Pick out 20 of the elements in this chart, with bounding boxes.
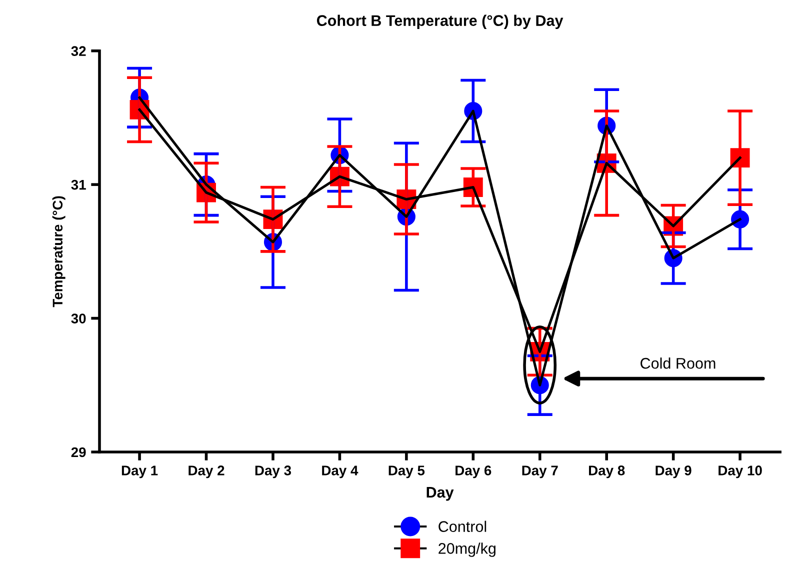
y-tick-label: 29 xyxy=(71,447,86,458)
x-tick-label: Day 5 xyxy=(388,466,425,478)
x-tick-label: Day 6 xyxy=(456,466,492,478)
y-tick-label: 31 xyxy=(71,180,86,190)
x-axis-title: Day xyxy=(426,487,454,501)
legend-label: 20mg/kg xyxy=(438,542,496,557)
x-tick-label: Day 10 xyxy=(718,466,762,478)
legend-label: Control xyxy=(438,520,486,532)
annotation: Cold Room xyxy=(640,358,716,369)
chart-title: Cohort B Temperature (°C) by Day xyxy=(316,14,564,30)
y-tick-label: 32 xyxy=(71,46,86,56)
x-tick-label: Day 8 xyxy=(589,466,625,478)
x-tick-label: Day 1 xyxy=(122,466,158,478)
y-axis-title: Temperature (°C) xyxy=(52,196,66,308)
x-tick-label: Day 4 xyxy=(322,466,358,478)
x-tick-label: Day 3 xyxy=(255,466,292,478)
x-tick-label: Day 9 xyxy=(656,466,692,478)
y-tick-label: 30 xyxy=(71,314,86,324)
x-tick-label: Day 2 xyxy=(188,466,224,478)
x-tick-label: Day 7 xyxy=(522,466,558,478)
